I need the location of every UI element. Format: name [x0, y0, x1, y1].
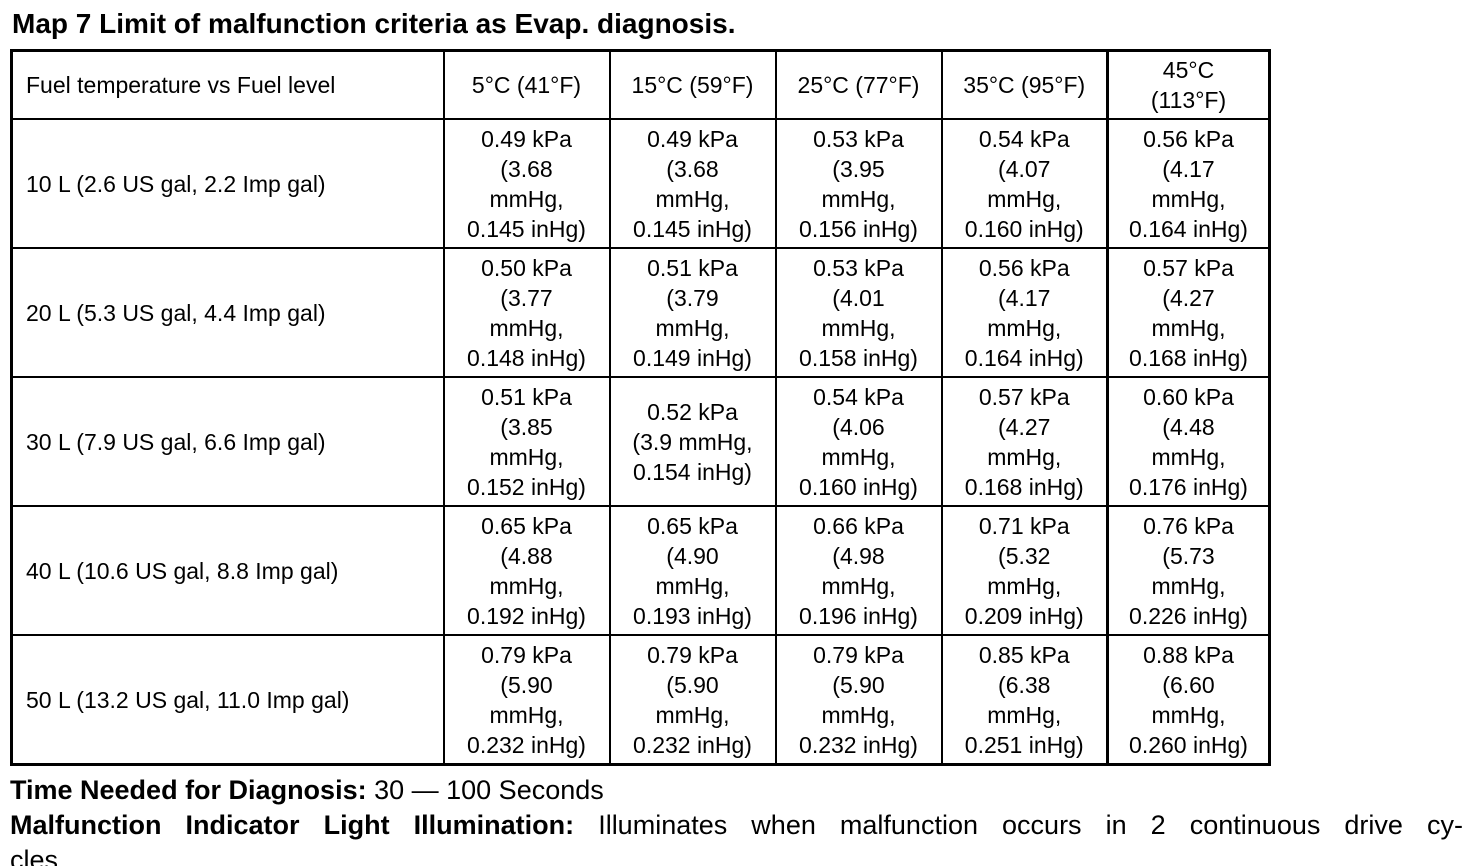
- pressure-value-cell: 0.85 kPa (6.38 mmHg, 0.251 inHg): [940, 634, 1109, 766]
- row-header: 10 L (2.6 US gal, 2.2 Imp gal): [10, 118, 445, 249]
- pressure-value-cell: 0.57 kPa (4.27 mmHg, 0.168 inHg): [940, 376, 1109, 507]
- table-row-50l: 50 L (13.2 US gal, 11.0 Imp gal) 0.79 kP…: [10, 634, 1271, 766]
- pressure-value-cell: 0.49 kPa (3.68 mmHg, 0.145 inHg): [442, 118, 611, 249]
- table-row-30l: 30 L (7.9 US gal, 6.6 Imp gal) 0.51 kPa …: [10, 376, 1271, 507]
- malfunction-indicator-text: Illuminates when malfunction occurs in 2…: [598, 810, 1463, 840]
- column-header-fuel: Fuel temperature vs Fuel level: [10, 49, 445, 120]
- row-header: 40 L (10.6 US gal, 8.8 Imp gal): [10, 505, 445, 636]
- time-needed-label: Time Needed for Diagnosis:: [10, 775, 367, 805]
- page-title: Map 7 Limit of malfunction criteria as E…: [12, 8, 736, 39]
- column-header-temp-15c: 15°C (59°F): [608, 49, 777, 120]
- column-header-temp-5c: 5°C (41°F): [442, 49, 611, 120]
- pressure-value-cell: 0.79 kPa (5.90 mmHg, 0.232 inHg): [774, 634, 943, 766]
- table-row-20l: 20 L (5.3 US gal, 4.4 Imp gal) 0.50 kPa …: [10, 247, 1271, 378]
- table-row-10l: 10 L (2.6 US gal, 2.2 Imp gal) 0.49 kPa …: [10, 118, 1271, 249]
- pressure-value-cell: 0.56 kPa (4.17 mmHg, 0.164 inHg): [940, 247, 1109, 378]
- pressure-value-cell: 0.53 kPa (3.95 mmHg, 0.156 inHg): [774, 118, 943, 249]
- pressure-value-cell: 0.60 kPa (4.48 mmHg, 0.176 inHg): [1106, 376, 1271, 507]
- pressure-value-cell: 0.79 kPa (5.90 mmHg, 0.232 inHg): [442, 634, 611, 766]
- time-needed-value: 30 — 100 Seconds: [374, 775, 604, 805]
- pressure-value-cell: 0.51 kPa (3.79 mmHg, 0.149 inHg): [608, 247, 777, 378]
- column-header-temp-45c: 45°C (113°F): [1106, 49, 1271, 120]
- pressure-value-cell: 0.79 kPa (5.90 mmHg, 0.232 inHg): [608, 634, 777, 766]
- table-header-row: Fuel temperature vs Fuel level 5°C (41°F…: [10, 49, 1271, 120]
- pressure-value-cell: 0.52 kPa (3.9 mmHg, 0.154 inHg): [608, 376, 777, 507]
- malfunction-criteria-table: Fuel temperature vs Fuel level 5°C (41°F…: [10, 49, 1271, 766]
- pressure-value-cell: 0.53 kPa (4.01 mmHg, 0.158 inHg): [774, 247, 943, 378]
- malfunction-indicator-text-continued: cles.: [10, 845, 66, 866]
- row-header: 50 L (13.2 US gal, 11.0 Imp gal): [10, 634, 445, 766]
- column-header-temp-25c: 25°C (77°F): [774, 49, 943, 120]
- pressure-value-cell: 0.76 kPa (5.73 mmHg, 0.226 inHg): [1106, 505, 1271, 636]
- pressure-value-cell: 0.71 kPa (5.32 mmHg, 0.209 inHg): [940, 505, 1109, 636]
- malfunction-indicator-line: Malfunction Indicator Light Illumination…: [10, 808, 1463, 866]
- column-header-temp-35c: 35°C (95°F): [940, 49, 1109, 120]
- row-header: 20 L (5.3 US gal, 4.4 Imp gal): [10, 247, 445, 378]
- malfunction-indicator-label: Malfunction Indicator Light Illumination…: [10, 810, 575, 840]
- time-needed-line: Time Needed for Diagnosis: 30 — 100 Seco…: [10, 773, 1463, 808]
- pressure-value-cell: 0.56 kPa (4.17 mmHg, 0.164 inHg): [1106, 118, 1271, 249]
- pressure-value-cell: 0.65 kPa (4.90 mmHg, 0.193 inHg): [608, 505, 777, 636]
- pressure-value-cell: 0.54 kPa (4.06 mmHg, 0.160 inHg): [774, 376, 943, 507]
- pressure-value-cell: 0.88 kPa (6.60 mmHg, 0.260 inHg): [1106, 634, 1271, 766]
- pressure-value-cell: 0.54 kPa (4.07 mmHg, 0.160 inHg): [940, 118, 1109, 249]
- pressure-value-cell: 0.65 kPa (4.88 mmHg, 0.192 inHg): [442, 505, 611, 636]
- pressure-value-cell: 0.57 kPa (4.27 mmHg, 0.168 inHg): [1106, 247, 1271, 378]
- table-row-40l: 40 L (10.6 US gal, 8.8 Imp gal) 0.65 kPa…: [10, 505, 1271, 636]
- pressure-value-cell: 0.50 kPa (3.77 mmHg, 0.148 inHg): [442, 247, 611, 378]
- pressure-value-cell: 0.66 kPa (4.98 mmHg, 0.196 inHg): [774, 505, 943, 636]
- footer-notes: Time Needed for Diagnosis: 30 — 100 Seco…: [10, 773, 1463, 866]
- pressure-value-cell: 0.51 kPa (3.85 mmHg, 0.152 inHg): [442, 376, 611, 507]
- pressure-value-cell: 0.49 kPa (3.68 mmHg, 0.145 inHg): [608, 118, 777, 249]
- row-header: 30 L (7.9 US gal, 6.6 Imp gal): [10, 376, 445, 507]
